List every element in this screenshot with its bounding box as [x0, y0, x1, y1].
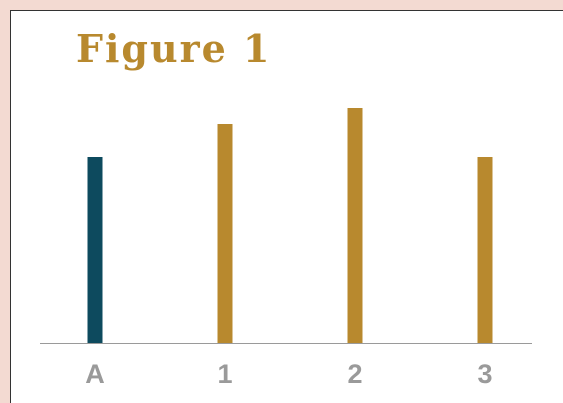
x-tick-label: 1: [217, 359, 232, 389]
chart-title: Figure 1: [76, 26, 271, 71]
x-tick-label: A: [85, 359, 105, 389]
x-tick-label: 3: [477, 359, 492, 389]
bar: [347, 108, 363, 343]
bar: [477, 157, 493, 343]
bar: [217, 124, 233, 343]
x-tick-label: 2: [347, 359, 362, 389]
bar: [87, 157, 103, 343]
